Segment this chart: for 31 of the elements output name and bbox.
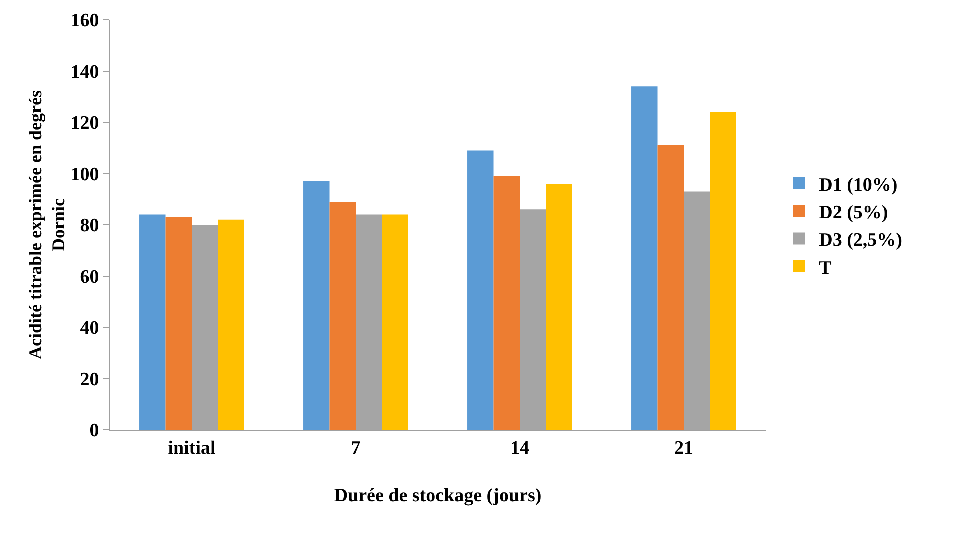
y-axis-title: Acidité titrable exprimée en degrés Dornic — [25, 90, 69, 360]
y-tick-label: 160 — [70, 10, 100, 32]
x-axis-title: Durée de stockage (jours) — [334, 486, 542, 507]
bar — [140, 214, 166, 430]
y-tick-label: 140 — [70, 62, 100, 83]
y-tick-label: 120 — [70, 113, 100, 134]
bar — [166, 217, 192, 430]
legend-label: D3 (2,5%) — [819, 230, 903, 252]
bar — [330, 202, 356, 430]
bar — [382, 214, 408, 430]
y-tick-label: 40 — [80, 318, 100, 340]
bar — [632, 86, 658, 430]
bar — [468, 150, 494, 430]
x-tick-label: initial — [168, 438, 216, 459]
bar — [304, 181, 330, 430]
legend-label: T — [819, 258, 832, 279]
bar — [658, 146, 684, 430]
x-tick-label: 21 — [674, 438, 694, 459]
bar — [546, 184, 572, 430]
legend-label: D1 (10%) — [819, 174, 898, 196]
bar — [710, 112, 736, 430]
x-tick-label: 14 — [510, 438, 530, 459]
y-tick-label: 100 — [70, 164, 100, 186]
bar — [218, 220, 244, 430]
y-tick-label: 60 — [80, 266, 100, 288]
y-tick-label: 80 — [80, 216, 100, 237]
bar — [494, 176, 520, 430]
y-tick-label: 0 — [90, 420, 100, 442]
x-tick-label: 7 — [351, 438, 362, 459]
y-tick-label: 20 — [80, 369, 100, 390]
legend-label: D2 (5%) — [819, 202, 888, 224]
